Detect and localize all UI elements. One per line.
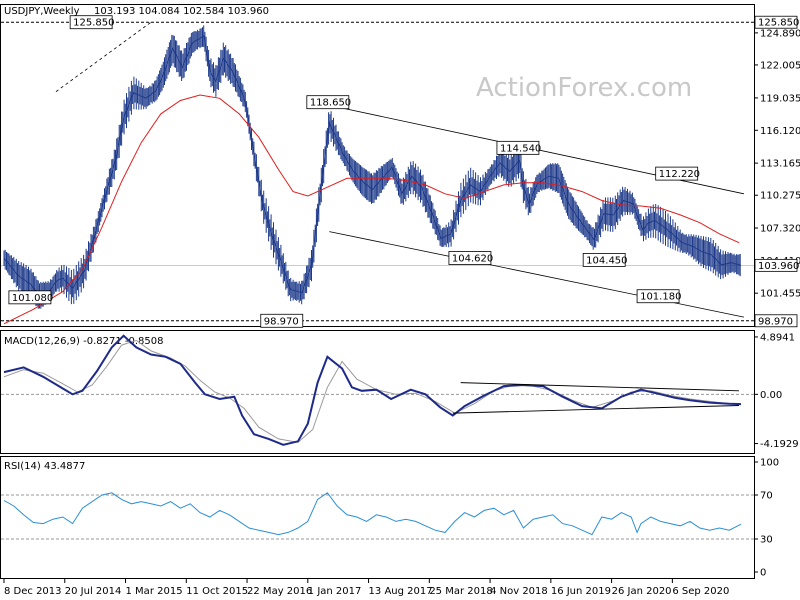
x-tick-label: 26 Jan 2020 bbox=[612, 586, 672, 597]
price-annotation-label: 98.970 bbox=[264, 316, 299, 327]
price-annotation-label: 104.450 bbox=[586, 255, 627, 266]
price-annotation-label: 118.650 bbox=[310, 98, 351, 109]
price-annotation-box bbox=[636, 289, 680, 304]
price-close-line bbox=[3, 35, 742, 297]
x-tick-label: 1 Mar 2015 bbox=[126, 586, 183, 597]
x-tick-label: 1 Jan 2017 bbox=[308, 586, 362, 597]
macd-ytick-label: 4.8941 bbox=[760, 332, 795, 343]
watermark: ActionForex.com bbox=[476, 73, 692, 103]
rsi-ytick-label: 0 bbox=[760, 568, 766, 579]
price-annotation: 112.220 bbox=[655, 166, 700, 181]
price-ytick-label: 107.320 bbox=[760, 224, 800, 235]
price-annotation-label: 114.540 bbox=[500, 143, 541, 154]
price-annotation: 125.850 bbox=[69, 15, 115, 30]
macd-trendline bbox=[452, 405, 740, 414]
macd-ytick-label: 0.00 bbox=[760, 390, 782, 401]
price-ytick-label: 124.890 bbox=[760, 28, 800, 39]
macd-line bbox=[3, 334, 742, 446]
x-tick-label: 22 May 2016 bbox=[247, 586, 312, 597]
price-level-tag-box bbox=[754, 314, 798, 328]
price-annotation: 118.650 bbox=[306, 95, 351, 110]
rsi-ytick-label: 70 bbox=[760, 491, 773, 502]
price-annotation-label: 125.850 bbox=[73, 18, 114, 29]
x-tick-label: 20 Jul 2014 bbox=[65, 586, 122, 597]
macd-panel: 4.8941 0.00 -4.1929 bbox=[1, 332, 799, 450]
price-annotation-box bbox=[448, 251, 492, 265]
x-axis: 8 Dec 2013 20 Jul 2014 1 Mar 2015 11 Oct 20… bbox=[3, 579, 729, 597]
macd-ytick-label: -4.1929 bbox=[760, 439, 799, 450]
price-annotation: 114.540 bbox=[496, 140, 541, 155]
price-ytick-label: 110.275 bbox=[760, 191, 800, 202]
price-annotation-box bbox=[655, 166, 699, 181]
rsi-ytick-label: 100 bbox=[760, 458, 779, 469]
price-annotation: 101.080 bbox=[8, 290, 53, 305]
x-tick-label: 16 Jun 2019 bbox=[551, 586, 611, 597]
price-annotation-label: 101.180 bbox=[640, 292, 681, 303]
price-panel: 124.890 122.005 119.035 116.120 113.165 110.2… bbox=[1, 15, 800, 328]
price-annotation-box bbox=[496, 140, 540, 155]
price-annotation: 101.180 bbox=[636, 289, 681, 304]
price-ytick-label: 101.455 bbox=[760, 289, 800, 300]
ohlc-readout: 103.193 104.084 102.584 103.960 bbox=[94, 6, 269, 17]
x-tick-label: 25 Mar 2018 bbox=[429, 586, 492, 597]
price-annotation: 104.450 bbox=[582, 253, 628, 267]
price-ytick-label: 119.035 bbox=[760, 93, 800, 104]
x-tick-label: 4 Nov 2018 bbox=[490, 586, 548, 597]
macd-panel-frame bbox=[0, 330, 755, 454]
macd-title: MACD(12,26,9) -0.8271 -0.8508 bbox=[4, 336, 164, 347]
rsi-ytick-label: 30 bbox=[760, 535, 773, 546]
price-annotation-label: 101.080 bbox=[12, 293, 53, 304]
price-level-tag: 125.850 bbox=[754, 15, 799, 29]
price-panel-frame bbox=[0, 4, 755, 327]
price-level-tag: 98.970 bbox=[754, 314, 798, 328]
rsi-panel-frame bbox=[0, 456, 755, 579]
current-price-tag-box bbox=[754, 258, 798, 272]
rsi-title: RSI(14) 43.4877 bbox=[4, 461, 85, 472]
price-annotation-box bbox=[8, 290, 52, 305]
price-annotation-box bbox=[306, 95, 350, 110]
price-annotation-box bbox=[260, 313, 304, 328]
x-tick-label: 13 Aug 2017 bbox=[369, 586, 433, 597]
price-ytick-label: 113.165 bbox=[760, 159, 800, 170]
price-annotation-label: 112.220 bbox=[659, 169, 700, 180]
price-level-tag-label: 125.850 bbox=[758, 18, 799, 29]
price-ytick-label: 116.120 bbox=[760, 126, 800, 137]
price-ytick-label: 122.005 bbox=[760, 60, 800, 71]
macd-trendline bbox=[460, 382, 740, 392]
price-annotation: 98.970 bbox=[260, 313, 304, 328]
price-annotation-box bbox=[582, 253, 626, 267]
current-price-tag: 103.960 bbox=[758, 261, 799, 272]
price-annotation: 104.620 bbox=[448, 251, 493, 265]
x-tick-label: 6 Sep 2020 bbox=[672, 586, 729, 597]
price-level-tag-box bbox=[754, 15, 798, 29]
price-annotation-label: 104.620 bbox=[452, 254, 493, 265]
price-level-tag-label: 98.970 bbox=[758, 316, 793, 327]
x-tick-label: 8 Dec 2013 bbox=[4, 586, 62, 597]
rsi-line bbox=[3, 492, 742, 536]
price-trendline bbox=[55, 21, 152, 92]
x-tick-label: 11 Oct 2015 bbox=[186, 586, 248, 597]
moving-average-line bbox=[3, 94, 740, 325]
symbol-title: USDJPY,Weekly bbox=[4, 6, 80, 17]
price-annotation-box bbox=[69, 15, 113, 30]
rsi-panel: 100 70 30 0 bbox=[1, 458, 779, 579]
